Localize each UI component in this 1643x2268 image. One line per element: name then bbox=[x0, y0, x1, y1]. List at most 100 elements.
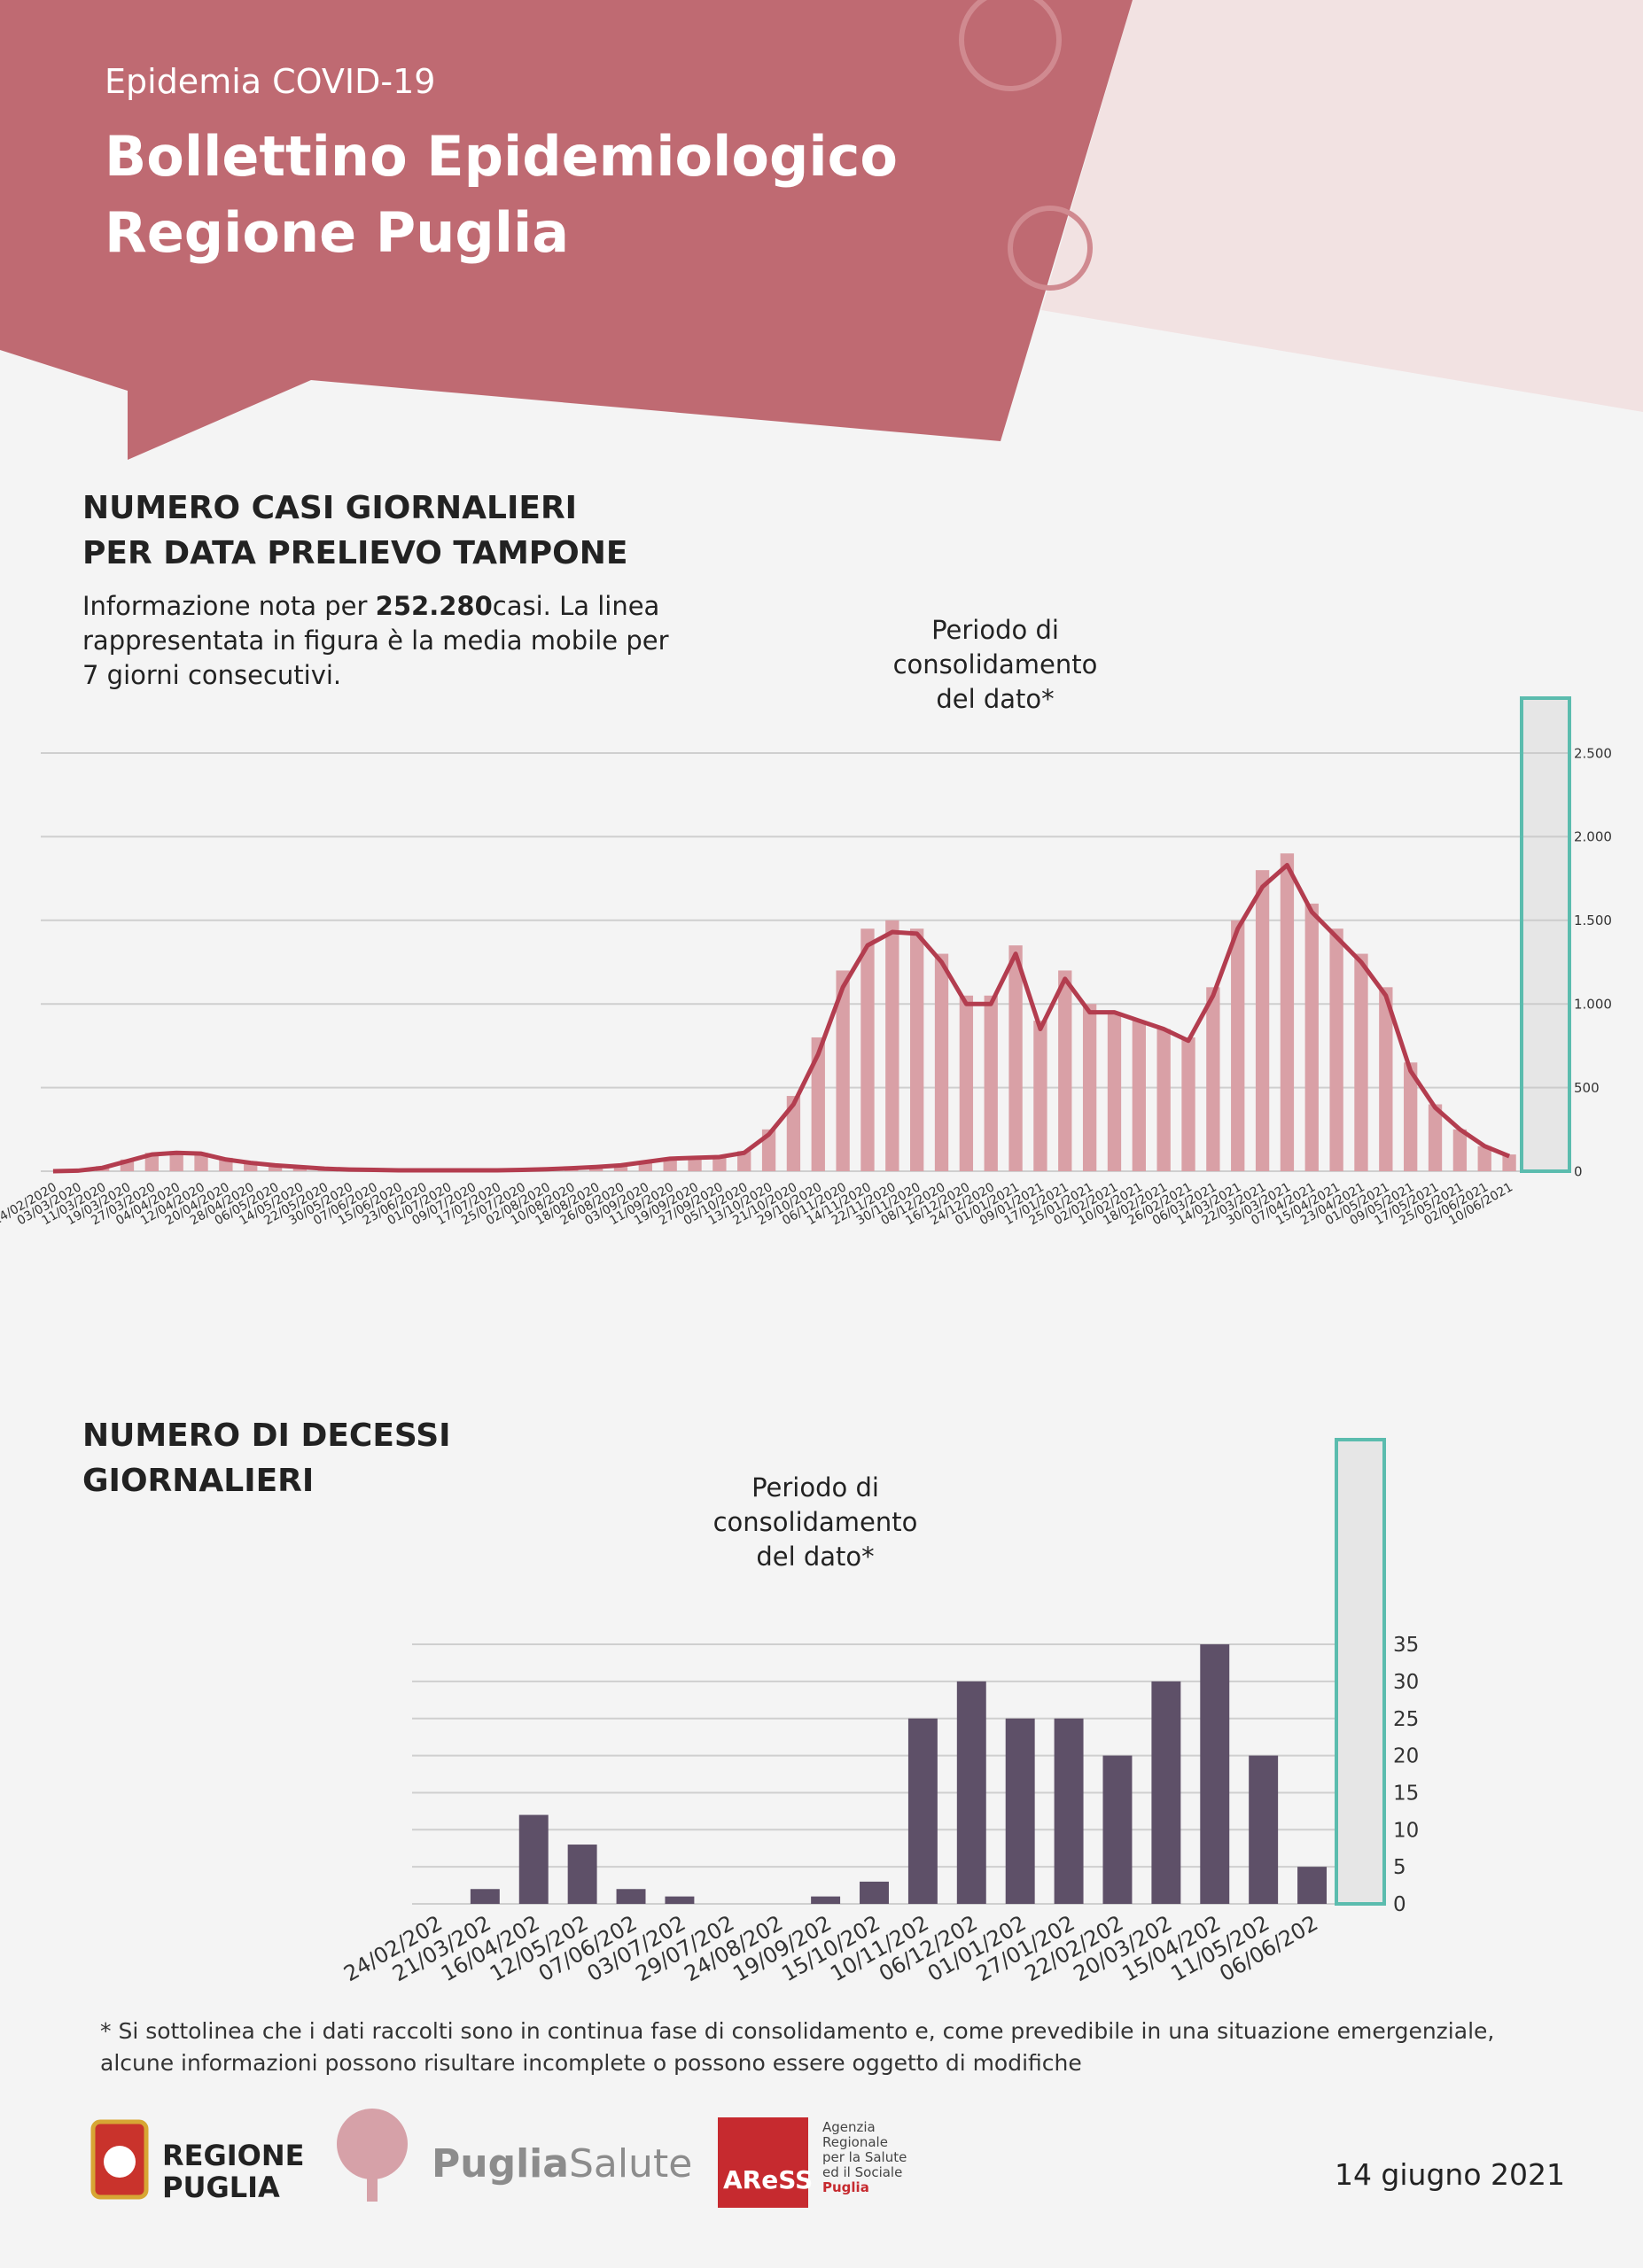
bar bbox=[1005, 1718, 1035, 1904]
bar bbox=[244, 1161, 258, 1171]
bar bbox=[984, 995, 998, 1171]
bar bbox=[194, 1153, 208, 1171]
bar bbox=[959, 995, 974, 1171]
bar bbox=[169, 1151, 183, 1171]
bar bbox=[616, 1889, 646, 1904]
text: Salute bbox=[568, 2141, 693, 2186]
bar bbox=[638, 1161, 652, 1171]
pugliasalute-logo bbox=[337, 2109, 408, 2179]
bar bbox=[1082, 1004, 1097, 1171]
y-tick-label: 2.000 bbox=[1574, 829, 1612, 845]
kicker: Epidemia COVID-19 bbox=[105, 62, 436, 101]
bar bbox=[1477, 1146, 1491, 1171]
bar bbox=[1428, 1104, 1443, 1171]
moving-average-line bbox=[52, 862, 1511, 1174]
pugliasalute-name: PugliaSalute bbox=[432, 2142, 692, 2186]
title: Regione Puglia bbox=[105, 200, 570, 265]
bar bbox=[1033, 1021, 1047, 1171]
virus-icon bbox=[959, 0, 1062, 91]
text: Informazione nota per bbox=[82, 591, 376, 621]
bar bbox=[268, 1164, 283, 1171]
bar bbox=[811, 1037, 825, 1171]
regione-logo bbox=[104, 2146, 136, 2178]
bar bbox=[1200, 1644, 1230, 1904]
y-tick-label: 1.000 bbox=[1574, 996, 1612, 1012]
chart-title: NUMERO CASI GIORNALIERI bbox=[82, 490, 578, 526]
text: casi. La linea rappresentata in figura è… bbox=[82, 591, 669, 690]
text: ed il Sociale bbox=[822, 2164, 903, 2180]
regione-name: REGIONE bbox=[162, 2139, 305, 2172]
bar bbox=[860, 1881, 889, 1904]
bar bbox=[567, 1845, 597, 1904]
bar bbox=[885, 920, 899, 1171]
bar bbox=[1354, 953, 1368, 1171]
bar bbox=[1231, 920, 1245, 1171]
bar bbox=[910, 928, 924, 1171]
bar bbox=[518, 1814, 549, 1904]
bar bbox=[712, 1156, 727, 1171]
aress-name: AReSS bbox=[723, 2165, 814, 2194]
agenzia: Agenzia Regionale per la Salute ed il So… bbox=[822, 2120, 907, 2195]
y-tick-label: 1.500 bbox=[1574, 913, 1612, 928]
date: 14 giugno 2021 bbox=[1334, 2157, 1565, 2192]
bar bbox=[1206, 987, 1220, 1171]
case-count: 252.280 bbox=[375, 591, 493, 621]
regione-name: PUGLIA bbox=[162, 2171, 280, 2204]
annotation: Periodo di consolidamento del dato* bbox=[712, 1472, 918, 1572]
bar bbox=[1156, 1029, 1171, 1171]
bar bbox=[1502, 1154, 1516, 1171]
aress-logo bbox=[718, 2117, 808, 2208]
bar bbox=[1329, 928, 1343, 1171]
chart-intro: Informazione nota per 252.280casi. La li… bbox=[82, 589, 685, 693]
bar bbox=[956, 1681, 986, 1904]
bar bbox=[836, 970, 850, 1171]
bar bbox=[1008, 945, 1023, 1171]
y-tick-label: 30 bbox=[1393, 1671, 1419, 1694]
bar bbox=[1280, 853, 1295, 1171]
y-tick-label: 0 bbox=[1574, 1163, 1583, 1179]
bar bbox=[1132, 1021, 1146, 1171]
bar bbox=[1297, 1867, 1328, 1904]
virus-icon bbox=[1008, 206, 1093, 291]
header-banner bbox=[0, 0, 1133, 460]
y-tick-label: 35 bbox=[1393, 1634, 1419, 1657]
footnote: * Si sottolinea che i dati raccolti sono… bbox=[100, 2018, 1495, 2076]
bar bbox=[1054, 1718, 1084, 1904]
y-tick-label: 5 bbox=[1393, 1856, 1406, 1879]
y-tick-label: 10 bbox=[1393, 1819, 1419, 1842]
y-tick-label: 2.500 bbox=[1574, 745, 1612, 761]
bar bbox=[1452, 1129, 1468, 1171]
bar bbox=[737, 1151, 751, 1171]
bar bbox=[761, 1129, 776, 1171]
bar bbox=[1151, 1681, 1181, 1904]
y-tick-label: 25 bbox=[1393, 1708, 1419, 1731]
bar bbox=[1058, 970, 1072, 1171]
header-accent bbox=[1041, 0, 1643, 412]
text: per la Salute bbox=[822, 2149, 907, 2165]
bar bbox=[1255, 870, 1270, 1171]
bar bbox=[613, 1164, 628, 1171]
bar bbox=[907, 1718, 938, 1904]
y-tick-label: 0 bbox=[1393, 1893, 1406, 1916]
pugliasalute-logo bbox=[367, 2162, 378, 2202]
consolidation-box bbox=[1335, 1438, 1386, 1906]
bar bbox=[1379, 987, 1393, 1171]
text: Agenzia bbox=[822, 2119, 876, 2135]
chart-title: PER DATA PRELIEVO TAMPONE bbox=[82, 535, 628, 571]
text: Regionale bbox=[822, 2134, 888, 2150]
bar bbox=[470, 1889, 500, 1904]
annotation: Periodo di consolidamento del dato* bbox=[892, 615, 1098, 714]
title: Bollettino Epidemiologico bbox=[105, 124, 898, 189]
bar bbox=[1249, 1755, 1279, 1904]
bar bbox=[860, 928, 875, 1171]
bar bbox=[811, 1896, 841, 1904]
bar bbox=[786, 1096, 801, 1171]
bar bbox=[1304, 903, 1319, 1171]
chart-title: NUMERO DI DECESSI bbox=[82, 1418, 451, 1454]
bar bbox=[934, 953, 949, 1171]
text: Puglia bbox=[432, 2141, 569, 2186]
bar bbox=[1102, 1755, 1133, 1904]
chart-title: GIORNALIERI bbox=[82, 1463, 315, 1499]
